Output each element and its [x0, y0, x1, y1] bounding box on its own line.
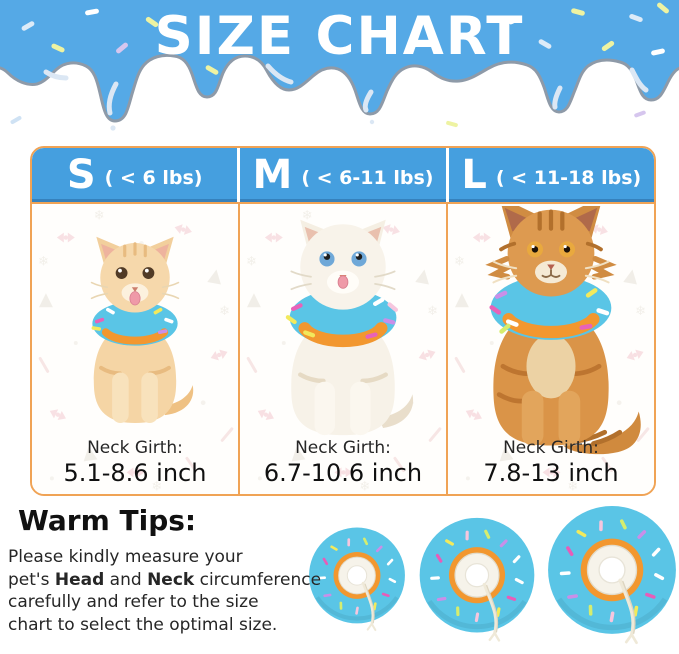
warm-tips-text: Please kindly measure your pet's Head an…	[8, 547, 322, 635]
cat-photo-maine-coon	[485, 206, 641, 455]
warm-tips-section: Warm Tips: Please kindly measure your pe…	[0, 492, 679, 654]
cat-photo-small-kitten	[90, 236, 194, 424]
header-size-s: S ( < 6 lbs)	[32, 148, 238, 202]
size-chart-table: S ( < 6 lbs) M ( < 6-11 lbs) L ( < 11-18…	[30, 146, 656, 496]
donut-collar-medium	[416, 516, 538, 643]
weight-range-l: ( < 11-18 lbs)	[495, 167, 642, 189]
neck-girth-s: Neck Girth: 5.1-8.6 inch	[32, 438, 238, 488]
neck-girth-label: Neck Girth:	[503, 437, 599, 458]
neck-girth-value: 5.1-8.6 inch	[63, 459, 207, 488]
column-size-s: Neck Girth: 5.1-8.6 inch	[32, 204, 238, 494]
neck-girth-l: Neck Girth: 7.8-13 inch	[448, 438, 654, 488]
neck-girth-m: Neck Girth: 6.7-10.6 inch	[240, 438, 446, 488]
size-letter-m: M	[252, 152, 293, 198]
page-title: SIZE CHART	[154, 6, 525, 67]
neck-girth-label: Neck Girth:	[295, 437, 391, 458]
column-size-m: Neck Girth: 6.7-10.6 inch	[238, 204, 446, 494]
weight-range-m: ( < 6-11 lbs)	[301, 167, 434, 189]
donut-collar-small	[306, 526, 408, 632]
weight-range-s: ( < 6 lbs)	[104, 167, 203, 189]
header-size-l: L ( < 11-18 lbs)	[448, 148, 654, 202]
neck-girth-label: Neck Girth:	[87, 437, 183, 458]
donut-collar-large	[544, 504, 679, 645]
neck-girth-value: 6.7-10.6 inch	[263, 459, 423, 488]
size-header-row: S ( < 6 lbs) M ( < 6-11 lbs) L ( < 11-18…	[32, 148, 654, 202]
blue-drip-graphic	[0, 0, 679, 131]
header-size-m: M ( < 6-11 lbs)	[240, 148, 446, 202]
cat-head	[485, 206, 617, 297]
donut-collar-icon	[91, 301, 178, 346]
donut-collar-icon	[489, 275, 612, 340]
size-letter-l: L	[461, 152, 487, 198]
cat-head	[290, 219, 396, 310]
sprinkles	[10, 2, 669, 128]
cat-photo-white-cat	[285, 219, 414, 436]
warm-tips-heading: Warm Tips:	[18, 504, 197, 537]
cat-head	[90, 236, 180, 313]
donut-collar-icon	[285, 289, 398, 348]
neck-girth-value: 7.8-13 inch	[483, 459, 619, 488]
column-size-l: Neck Girth: 7.8-13 inch	[446, 204, 654, 494]
size-body-row: Neck Girth: 5.1-8.6 inch	[32, 202, 654, 494]
size-letter-s: S	[66, 152, 96, 198]
dripping-banner: SIZE CHART	[0, 0, 679, 138]
